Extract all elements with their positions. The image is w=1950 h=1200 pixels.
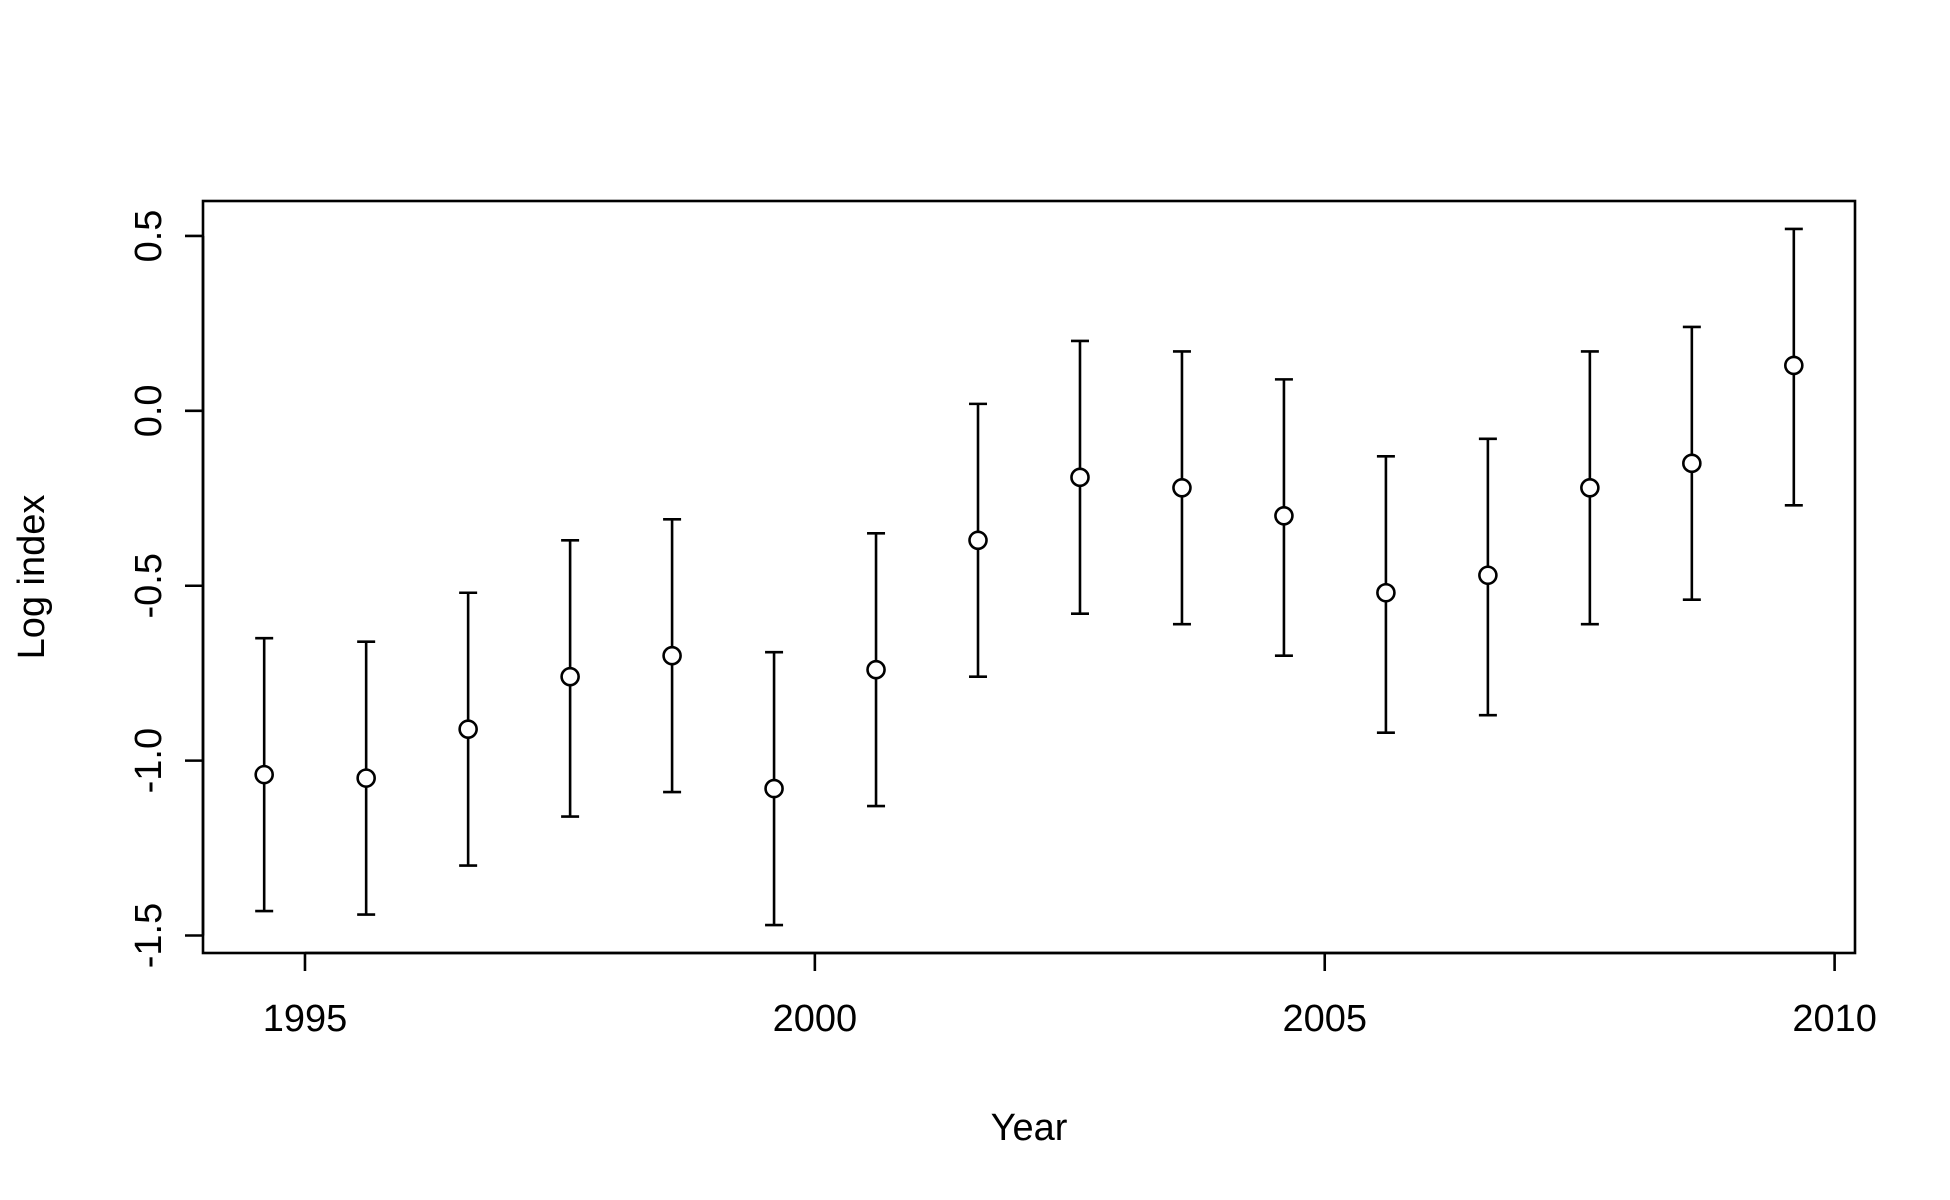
data-point <box>866 659 886 680</box>
error-bar <box>866 531 886 808</box>
data-point <box>458 719 478 739</box>
data-point <box>764 778 784 799</box>
y-axis-ticks: -1.5 -1.0 -0.5 0.0 0.5 <box>128 210 203 968</box>
data-point <box>1376 582 1396 603</box>
error-bar <box>458 591 478 867</box>
data-point <box>356 768 376 788</box>
error-bar <box>1172 350 1192 626</box>
y-tick-label: -0.5 <box>128 553 170 618</box>
data-point <box>560 666 580 687</box>
data-point <box>1784 355 1804 376</box>
x-axis-ticks: 1995 2000 2005 2010 <box>263 953 1877 1040</box>
error-bar <box>1682 325 1702 602</box>
data-point <box>254 764 274 785</box>
error-bar <box>560 538 580 818</box>
error-bar <box>1478 437 1498 717</box>
data-point <box>1274 505 1294 526</box>
y-axis-title: Log index <box>11 495 53 660</box>
data-point <box>662 645 682 666</box>
error-bar <box>1580 350 1600 626</box>
error-bar <box>356 640 376 916</box>
y-tick-label: 0.5 <box>128 210 170 263</box>
error-bar <box>764 650 784 927</box>
plot-frame <box>201 199 1857 955</box>
y-tick-label: 0.0 <box>128 384 170 437</box>
x-tick-label: 2005 <box>1282 998 1367 1040</box>
data-marks <box>254 227 1804 927</box>
x-tick-label: 2000 <box>773 998 858 1040</box>
x-axis-title: Year <box>991 1107 1068 1149</box>
error-bar <box>254 636 274 913</box>
x-tick-label: 1995 <box>263 998 348 1040</box>
error-bar <box>662 517 682 794</box>
error-bar <box>968 402 988 678</box>
error-bar <box>1784 227 1804 507</box>
data-point <box>1580 478 1600 498</box>
data-point <box>968 530 988 551</box>
error-bar <box>1376 455 1396 734</box>
y-tick-label: -1.0 <box>128 728 170 793</box>
data-point <box>1172 478 1192 498</box>
x-tick-label: 2010 <box>1792 998 1877 1040</box>
error-bar <box>1070 339 1090 616</box>
y-tick-label: -1.5 <box>128 903 170 968</box>
data-point <box>1070 467 1090 488</box>
data-point <box>1478 565 1498 586</box>
error-bar <box>1274 378 1294 657</box>
data-point <box>1682 453 1702 474</box>
